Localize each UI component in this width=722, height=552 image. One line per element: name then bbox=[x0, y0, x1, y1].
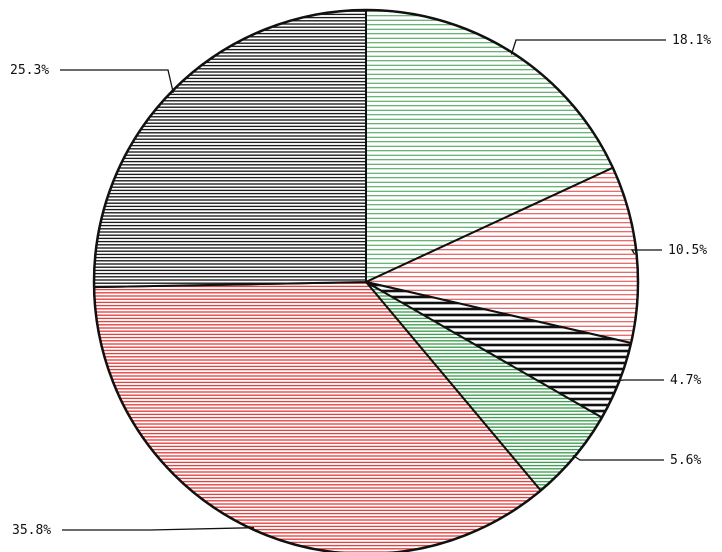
slice-labels: 18.1% 10.5% 4.7% 5.6% 35.8% 25.3% bbox=[10, 33, 711, 538]
slice-label-5: 35.8% bbox=[12, 523, 51, 538]
slice-label-3: 4.7% bbox=[670, 373, 701, 388]
slice-label-6: 25.3% bbox=[10, 63, 49, 78]
slice-label-4: 5.6% bbox=[670, 453, 701, 468]
leader-line-1 bbox=[510, 39, 666, 55]
leader-lines bbox=[60, 39, 666, 531]
leader-line-3 bbox=[617, 379, 664, 382]
pie-outline bbox=[92, 8, 640, 552]
slices-layer bbox=[92, 8, 640, 552]
slice-label-1: 18.1% bbox=[672, 33, 711, 48]
leader-line-2 bbox=[630, 249, 662, 255]
slice-label-2: 10.5% bbox=[668, 243, 707, 258]
pie-slice-6 bbox=[93, 9, 367, 289]
leader-line-6 bbox=[60, 69, 174, 94]
leader-line-5 bbox=[62, 527, 255, 531]
leader-line-4 bbox=[572, 454, 664, 461]
